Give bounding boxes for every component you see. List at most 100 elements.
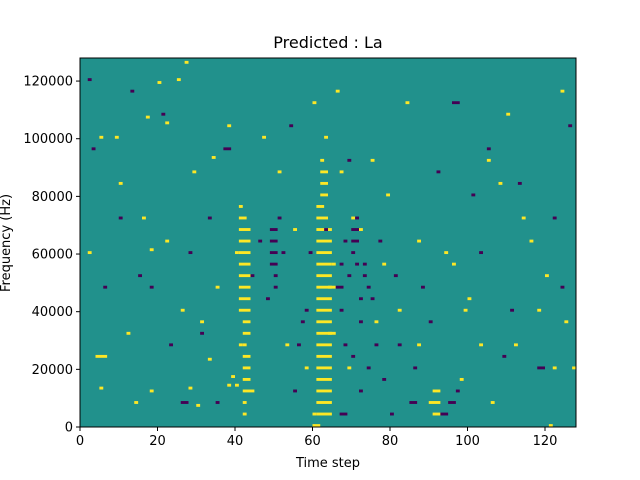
heatmap-cell-low	[118, 216, 123, 220]
heatmap-cell-high	[235, 251, 239, 255]
heatmap-cell-low	[103, 285, 108, 289]
heatmap-cell-low	[393, 274, 398, 278]
heatmap-cell-high	[417, 239, 422, 243]
heatmap-cell-high	[184, 60, 189, 64]
heatmap-cell-low	[223, 147, 232, 151]
heatmap-cell-high	[238, 343, 243, 347]
heatmap-cell-low	[351, 251, 356, 255]
heatmap-cell-low	[471, 193, 476, 197]
heatmap-cell-low	[421, 285, 425, 289]
heatmap-cell-low	[436, 170, 441, 174]
heatmap-cell-high	[114, 135, 119, 139]
heatmap-cell-high	[316, 412, 332, 416]
heatmap-cell-low	[409, 401, 418, 404]
heatmap-cell-high	[207, 357, 212, 361]
heatmap-cell-high	[227, 124, 232, 128]
heatmap-cell-high	[277, 170, 282, 174]
heatmap-cell-low	[304, 308, 309, 312]
heatmap-cell-high	[545, 274, 549, 278]
heatmap-cell-high	[118, 181, 123, 185]
heatmap-cell-high	[238, 285, 251, 289]
heatmap-cell-high	[242, 354, 251, 358]
heatmap-cell-low	[138, 274, 143, 278]
y-tick-label: 80000	[32, 190, 73, 205]
heatmap-cell-low	[169, 343, 174, 347]
heatmap-cell-high	[316, 297, 332, 301]
heatmap-cell-low	[479, 251, 484, 255]
heatmap-cell-high	[157, 81, 162, 84]
heatmap-cell-high	[312, 412, 317, 416]
heatmap-cell-high	[192, 170, 197, 174]
heatmap-cell-low	[552, 216, 557, 220]
heatmap-cell-low	[382, 377, 387, 381]
heatmap-cell-low	[486, 147, 491, 151]
heatmap-cell-low	[378, 239, 383, 243]
heatmap-cell-high	[235, 383, 239, 387]
heatmap-cell-low	[397, 343, 402, 347]
heatmap-cell-high	[316, 366, 332, 370]
heatmap-cell-low	[289, 124, 294, 128]
heatmap-cell-high	[328, 331, 336, 335]
heatmap-cell-high	[444, 251, 449, 255]
y-tick-label: 120000	[23, 75, 73, 90]
heatmap-cell-high	[312, 424, 321, 427]
x-axis: 0 20 40 60 80 100 120	[76, 427, 558, 449]
heatmap-cell-high	[126, 331, 131, 335]
heatmap-cell-low	[293, 389, 298, 393]
heatmap-cell-high	[432, 412, 441, 416]
heatmap-cell-high	[196, 403, 201, 407]
heatmap-cell-high	[324, 135, 329, 139]
heatmap-cell-low	[455, 389, 460, 393]
heatmap-cell-low	[440, 412, 449, 416]
heatmap-cell-high	[238, 251, 251, 255]
x-tick-label: 20	[149, 434, 166, 449]
heatmap-cell-low	[273, 285, 278, 289]
y-axis-label: Frequency (Hz)	[0, 194, 14, 292]
heatmap-cell-high	[242, 401, 247, 404]
heatmap-cell-high	[312, 101, 317, 105]
heatmap-cell-high	[498, 181, 503, 185]
heatmap-cell-high	[452, 262, 456, 266]
heatmap-cell-high	[359, 228, 363, 231]
heatmap-cell-low	[374, 343, 379, 347]
heatmap-cell-low	[568, 124, 573, 128]
heatmap-cell-low	[390, 412, 394, 416]
heatmap-cell-high	[320, 170, 328, 174]
heatmap-cell-low	[297, 343, 301, 347]
heatmap-cell-high	[242, 412, 247, 416]
heatmap-cell-high	[397, 308, 402, 312]
heatmap-cell-high	[285, 343, 290, 347]
heatmap-cell-low	[200, 331, 205, 335]
heatmap-cell-low	[269, 239, 278, 243]
x-tick-label: 120	[533, 434, 558, 449]
heatmap-cell-high	[316, 354, 332, 358]
heatmap-cell-high	[238, 297, 251, 301]
y-tick-label: 40000	[32, 305, 73, 320]
heatmap-cell-low	[339, 308, 344, 312]
heatmap-cell-high	[238, 239, 251, 243]
heatmap-cell-low	[560, 285, 565, 289]
heatmap-cell-high	[242, 366, 251, 370]
y-tick-label: 100000	[23, 132, 73, 147]
heatmap-cell-high	[142, 216, 146, 220]
heatmap-cell-high	[552, 366, 557, 370]
heatmap-cell-low	[269, 262, 278, 266]
heatmap-cell-low	[308, 251, 313, 255]
heatmap-cell-low	[370, 297, 375, 301]
heatmap-cell-high	[331, 262, 336, 266]
heatmap-cell-high	[486, 158, 491, 162]
heatmap-cell-high	[215, 285, 220, 289]
heatmap-cell-low	[149, 285, 154, 289]
heatmap-cell-low	[413, 366, 418, 370]
heatmap-cell-high	[134, 401, 139, 404]
heatmap-cell-high	[250, 389, 255, 393]
heatmap-cell-low	[362, 274, 367, 278]
heatmap-cell-low	[130, 89, 135, 93]
heatmap-cell-high	[316, 274, 332, 278]
heatmap-cell-high	[339, 170, 344, 174]
heatmap-cell-high	[316, 216, 329, 220]
heatmap-cell-high	[572, 366, 577, 370]
heatmap-cell-high	[479, 343, 484, 347]
heatmap-cell-low	[452, 101, 460, 105]
heatmap-cell-high	[99, 386, 104, 390]
